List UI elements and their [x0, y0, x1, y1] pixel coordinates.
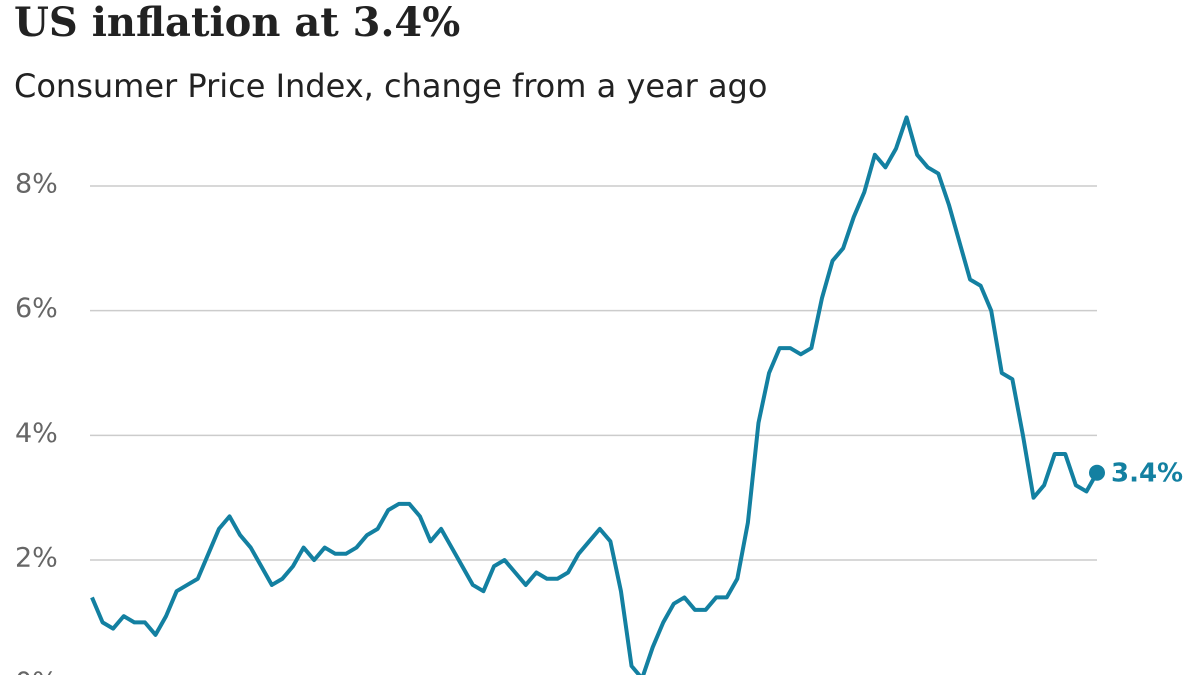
y-tick-label: 0%: [15, 667, 58, 675]
chart-title: US inflation at 3.4%: [14, 0, 460, 46]
chart-subtitle: Consumer Price Index, change from a year…: [14, 67, 767, 105]
y-tick-label: 8%: [15, 169, 58, 200]
end-point: [1089, 464, 1105, 481]
y-tick-label: 4%: [15, 418, 58, 449]
y-tick-label: 2%: [15, 543, 58, 574]
end-label: 3.4%: [1111, 458, 1183, 488]
line: [90, 115, 1099, 675]
y-tick-label: 6%: [15, 293, 58, 324]
